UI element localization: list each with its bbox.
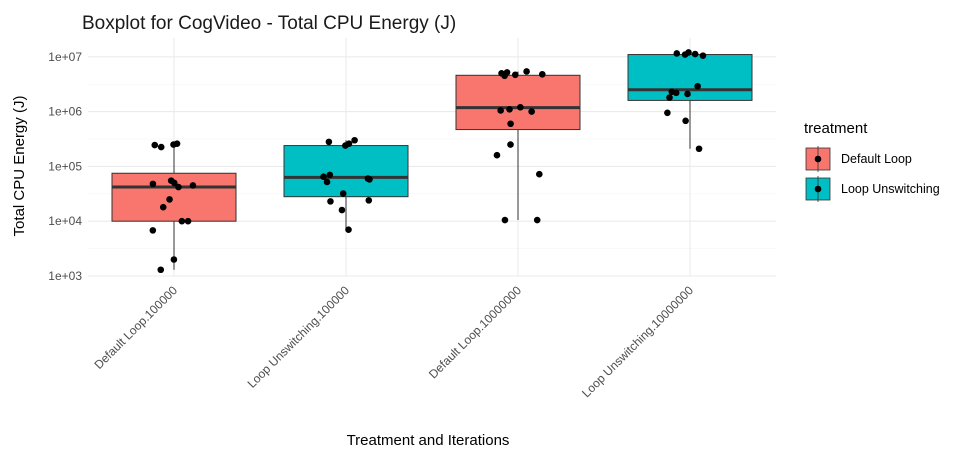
data-point [664, 109, 671, 117]
y-tick-label: 1e+03 [48, 269, 82, 283]
data-point [326, 171, 334, 179]
data-point [157, 266, 165, 274]
x-axis-title: Treatment and Iterations [347, 432, 510, 449]
data-point [533, 216, 541, 224]
x-tick-label: Loop Unswitching.10000000 [579, 283, 696, 400]
data-point [528, 108, 535, 115]
data-point [672, 89, 680, 97]
data-point [666, 94, 673, 101]
data-point [507, 120, 514, 128]
legend-key-point [814, 185, 822, 193]
box-iqr [283, 145, 409, 198]
chart-title: Boxplot for CogVideo - Total CPU Energy … [82, 13, 456, 34]
data-point [365, 197, 373, 204]
data-point [171, 179, 178, 187]
data-point [366, 176, 373, 183]
legend-label: Loop Unswitching [841, 182, 940, 196]
data-point [320, 173, 327, 180]
data-point [507, 141, 514, 148]
data-points [149, 49, 707, 274]
data-point [684, 90, 691, 98]
data-point [166, 196, 173, 203]
data-point [523, 68, 530, 75]
x-tick-label: Default Loop.10000000 [426, 283, 524, 381]
data-point [323, 178, 331, 186]
y-tick-label: 1e+06 [48, 105, 82, 119]
box-iqr [455, 74, 581, 131]
data-point [673, 50, 681, 57]
data-point [339, 190, 347, 197]
data-point [184, 217, 192, 225]
data-point [327, 198, 334, 205]
x-tick-label: Loop Unswitching.100000 [245, 283, 353, 391]
data-point [699, 52, 707, 59]
data-point [175, 183, 182, 191]
data-point [517, 103, 524, 111]
data-point [170, 256, 178, 263]
data-point [691, 50, 699, 58]
data-point [157, 143, 165, 151]
data-point [159, 203, 167, 211]
y-tick-label: 1e+04 [48, 214, 82, 228]
data-point [501, 72, 508, 80]
y-axis-title: Total CPU Energy (J) [11, 96, 28, 237]
data-point [538, 70, 546, 78]
data-point [506, 106, 513, 113]
data-point [189, 182, 197, 189]
data-point [342, 142, 349, 149]
x-axis-ticks: Default Loop.100000 Loop Unswitching.1000… [91, 283, 696, 400]
data-point [497, 107, 504, 114]
data-point [501, 216, 509, 224]
y-axis-ticks: 1e+03 1e+04 1e+05 1e+06 1e+07 [48, 50, 82, 283]
data-point [325, 138, 333, 146]
data-point [694, 82, 701, 90]
legend-title: treatment [804, 120, 868, 137]
data-point [151, 141, 159, 149]
data-point [536, 170, 543, 178]
boxplot-boxes [111, 52, 753, 270]
data-point [695, 145, 703, 153]
data-point [178, 217, 186, 225]
data-point [493, 151, 501, 159]
data-point [681, 51, 689, 58]
x-tick-label: Default Loop.100000 [91, 283, 180, 372]
data-point [173, 140, 181, 147]
data-point [338, 206, 346, 214]
data-point [345, 226, 352, 233]
legend-key-point [814, 155, 822, 163]
data-point [149, 227, 157, 234]
data-point [351, 136, 358, 144]
data-point [511, 71, 519, 79]
data-point [149, 180, 157, 188]
legend-label: Default Loop [841, 152, 912, 166]
y-tick-label: 1e+05 [48, 159, 82, 173]
legend: treatment Default Loop Loop Unswitching [804, 120, 940, 202]
data-point [682, 117, 689, 125]
y-tick-label: 1e+07 [48, 50, 82, 64]
